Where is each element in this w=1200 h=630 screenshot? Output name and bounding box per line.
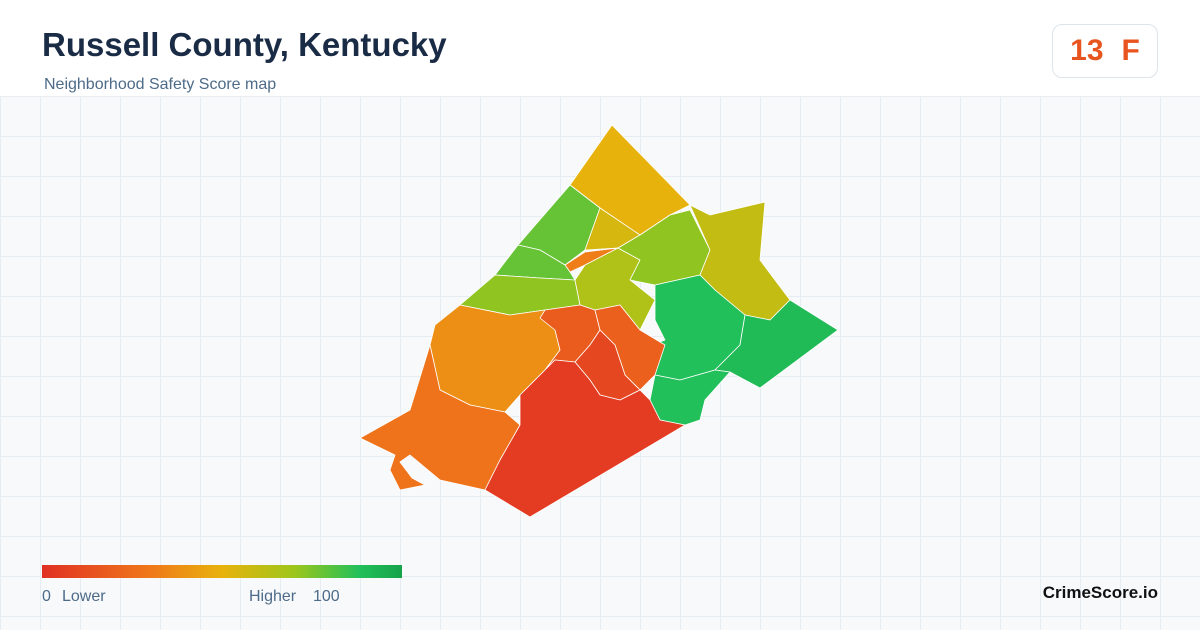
legend-max-label: Higher [249,588,297,605]
subtitle: Neighborhood Safety Score map [44,76,277,93]
brand: CrimeScore.io [1042,583,1158,602]
header-bar [0,0,1200,97]
legend-min: 0 [42,588,51,605]
legend-min-label: Lower [62,588,106,605]
legend-gradient [42,565,402,578]
score-box: 13 F [1052,24,1158,78]
legend-max: 100 [313,588,340,605]
region [359,344,521,491]
region [484,359,686,518]
region [649,369,731,426]
score-grade: F [1121,34,1140,67]
score-value: 13 [1070,34,1104,67]
title: Russell County, Kentucky [42,26,447,63]
region [714,299,839,389]
